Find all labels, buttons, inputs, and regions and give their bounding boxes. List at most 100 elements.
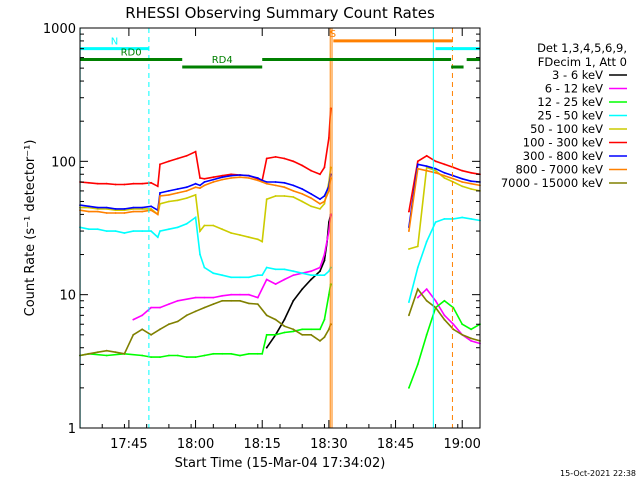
point-300-800-kev-17 (212, 178, 215, 181)
point-50-100-kev-38 (443, 177, 446, 179)
legend: Det 1,3,4,5,6,9, FDecim 1, Att 0 3 - 6 k… (501, 41, 627, 190)
point-800-7000-kev-6 (132, 210, 135, 213)
point-7000-15000-kev-37 (461, 333, 464, 336)
point-800-7000-kev-23 (261, 181, 264, 183)
point-6-12-kev-3 (159, 306, 161, 309)
point-100-300-kev-41 (470, 171, 472, 174)
point-300-800-kev-1 (88, 205, 90, 208)
point-3-6-kev-0 (265, 346, 268, 349)
point-800-7000-kev-11 (168, 194, 170, 196)
point-25-50-kev-24 (265, 266, 268, 269)
point-100-300-kev-2 (96, 182, 99, 185)
point-25-50-kev-18 (221, 274, 224, 277)
point-100-300-kev-24 (265, 157, 268, 160)
point-100-300-kev-15 (199, 177, 201, 179)
point-800-7000-kev-18 (221, 178, 224, 181)
point-800-7000-kev-5 (123, 212, 126, 214)
point-3-6-kev-3 (292, 299, 295, 302)
point-12-25-kev-17 (256, 352, 259, 355)
point-300-800-kev-40 (461, 177, 464, 180)
y-axis-label: Count Rate (s⁻¹ detector⁻¹) (23, 140, 38, 317)
point-50-100-kev-34 (408, 248, 410, 250)
series-100-300-kev (79, 107, 481, 213)
point-50-100-kev-14 (194, 194, 197, 196)
point-3-6-kev-2 (283, 318, 286, 321)
point-100-300-kev-12 (176, 157, 179, 160)
point-25-50-kev-5 (123, 232, 126, 234)
point-7000-15000-kev-17 (230, 299, 233, 302)
point-25-50-kev-41 (470, 218, 472, 220)
point-50-100-kev-13 (185, 197, 188, 200)
point-7000-15000-kev-33 (425, 299, 428, 302)
legend-label-3-6-kev: 3 - 6 keV (552, 68, 603, 82)
point-3-6-kev-7 (323, 259, 326, 262)
point-50-100-kev-16 (203, 224, 206, 227)
point-50-100-kev-18 (221, 228, 224, 231)
x-tick-label-18-00: 18:00 (177, 437, 214, 452)
point-100-300-kev-11 (168, 160, 170, 163)
point-300-800-kev-19 (230, 174, 233, 177)
point-800-7000-kev-9 (156, 213, 159, 216)
point-300-800-kev-30 (319, 198, 321, 201)
point-800-7000-kev-36 (425, 169, 428, 172)
point-25-50-kev-14 (194, 216, 197, 219)
point-800-7000-kev-34 (408, 230, 410, 233)
point-300-800-kev-25 (274, 181, 277, 183)
point-6-12-kev-9 (221, 294, 224, 297)
y-tick-label-1000: 1000 (43, 22, 76, 37)
point-50-100-kev-4 (114, 209, 117, 212)
point-12-25-kev-27 (328, 293, 330, 296)
point-6-12-kev-26 (434, 299, 437, 302)
point-100-300-kev-9 (156, 185, 159, 188)
point-7000-15000-kev-2 (96, 351, 99, 354)
point-6-12-kev-1 (141, 314, 144, 317)
x-tick-label-18-30: 18:30 (310, 437, 347, 452)
point-100-300-kev-36 (425, 154, 428, 157)
y-tick-label-100: 100 (51, 155, 76, 170)
point-50-100-kev-35 (416, 245, 419, 248)
point-12-25-kev-9 (185, 356, 188, 358)
point-300-800-kev-7 (141, 206, 144, 209)
point-800-7000-kev-3 (105, 212, 108, 214)
series-12-25-kev (79, 283, 481, 389)
point-50-100-kev-24 (265, 198, 268, 201)
point-100-300-kev-32 (328, 137, 330, 139)
point-50-100-kev-5 (123, 209, 126, 212)
point-7000-15000-kev-12 (185, 314, 188, 317)
point-300-800-kev-3 (105, 206, 108, 209)
x-tick-label-18-45: 18:45 (377, 437, 414, 452)
point-800-7000-kev-25 (274, 184, 277, 187)
legend-label-7000-15000-kev: 7000 - 15000 keV (501, 176, 603, 190)
point-25-50-kev-8 (150, 230, 153, 233)
point-800-7000-kev-7 (141, 210, 144, 213)
point-6-12-kev-10 (230, 293, 233, 296)
point-50-100-kev-40 (461, 185, 464, 188)
point-7000-15000-kev-19 (248, 302, 250, 305)
point-800-7000-kev-27 (292, 190, 295, 192)
point-12-25-kev-11 (203, 354, 206, 357)
legend-label-50-100-kev: 50 - 100 keV (530, 122, 603, 136)
point-100-300-kev-7 (141, 182, 144, 185)
point-12-25-kev-31 (425, 333, 428, 336)
point-300-800-kev-22 (256, 177, 259, 179)
point-800-7000-kev-40 (461, 181, 464, 183)
series-line-6-12-kev-1 (417, 287, 481, 345)
point-300-800-kev-13 (185, 186, 188, 189)
point-12-25-kev-33 (443, 299, 446, 302)
point-7000-15000-kev-8 (150, 333, 153, 336)
point-100-300-kev-5 (123, 183, 126, 186)
point-50-100-kev-28 (301, 200, 304, 203)
point-800-7000-kev-20 (239, 176, 241, 179)
point-300-800-kev-38 (443, 171, 446, 174)
point-7000-15000-kev-34 (434, 306, 437, 309)
point-50-100-kev-41 (470, 188, 472, 190)
point-7000-15000-kev-4 (114, 351, 117, 354)
point-100-300-kev-3 (105, 182, 108, 185)
point-300-800-kev-20 (239, 174, 241, 176)
point-800-7000-kev-1 (88, 210, 90, 213)
point-6-12-kev-25 (425, 288, 428, 290)
series-7000-15000-kev (79, 287, 481, 357)
legend-label-100-300-kev: 100 - 300 keV (523, 136, 603, 150)
point-6-12-kev-17 (292, 274, 295, 277)
